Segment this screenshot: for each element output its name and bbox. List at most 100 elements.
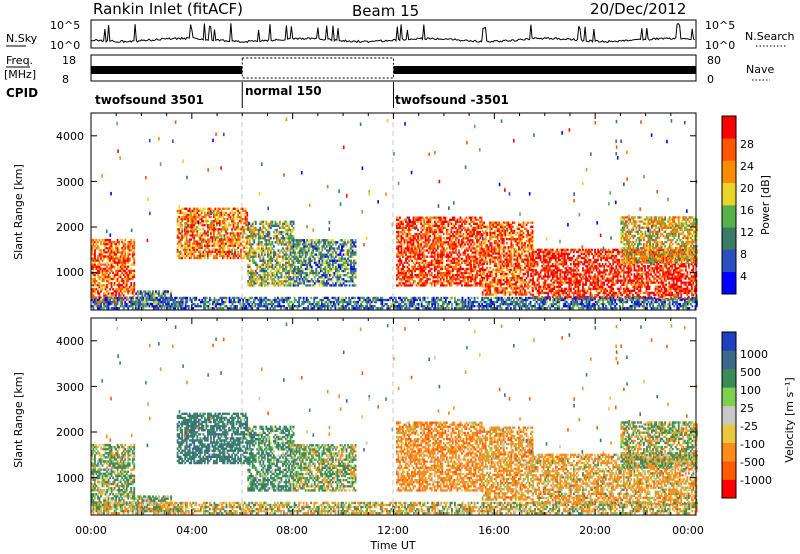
echo-cell xyxy=(265,273,268,277)
echo-cell xyxy=(525,246,528,249)
echo-cell xyxy=(439,216,442,219)
echo-cell xyxy=(433,253,436,256)
echo-cell xyxy=(190,228,193,231)
echo-cell xyxy=(474,265,477,269)
echo-cell xyxy=(441,263,444,267)
echo-cell xyxy=(495,244,498,247)
echo-cell xyxy=(399,278,401,281)
echo-cell xyxy=(535,250,537,254)
echo-cell xyxy=(471,269,474,273)
echo-cell xyxy=(406,216,409,219)
echo-cell xyxy=(119,259,122,262)
echo-cell xyxy=(507,283,510,286)
echo-cell xyxy=(530,268,532,272)
echo-cell xyxy=(473,241,475,244)
echo-cell xyxy=(547,287,550,291)
echo-cell xyxy=(286,253,289,256)
echo-cell xyxy=(423,284,426,287)
echo-cell xyxy=(223,242,226,245)
echo-cell xyxy=(483,242,486,245)
echo-cell xyxy=(486,274,489,278)
echo-cell xyxy=(442,216,445,219)
echo-cell xyxy=(515,233,517,237)
echo-cell xyxy=(538,277,541,280)
echo-cell xyxy=(95,242,98,246)
echo-cell xyxy=(532,260,534,264)
echo-cell xyxy=(336,263,339,267)
echo-cell xyxy=(420,220,423,223)
echo-cell xyxy=(447,245,450,248)
echo-cell xyxy=(530,231,532,235)
echo-cell xyxy=(274,222,277,226)
echo-cell xyxy=(199,250,202,254)
echo-cell xyxy=(418,255,421,258)
echo-cell xyxy=(127,288,130,291)
echo-cell xyxy=(127,298,130,301)
echo-cell xyxy=(269,251,272,254)
echo-cell xyxy=(528,252,531,255)
echo-cell xyxy=(521,246,523,249)
echo-cell xyxy=(263,259,266,262)
echo-cell xyxy=(441,241,444,244)
echo-cell xyxy=(262,265,265,269)
echo-cell xyxy=(486,252,489,255)
echo-cell xyxy=(499,274,502,278)
echo-cell xyxy=(130,275,133,279)
echo-cell xyxy=(214,254,217,258)
echo-cell xyxy=(220,234,223,237)
echo-cell xyxy=(351,239,354,242)
echo-cell xyxy=(280,276,283,279)
echo-cell xyxy=(248,253,251,256)
echo-cell xyxy=(467,243,469,246)
echo-cell xyxy=(309,239,312,242)
echo-cell xyxy=(254,234,257,238)
echo-cell xyxy=(403,261,406,265)
echo-cell xyxy=(411,278,413,281)
echo-cell xyxy=(196,230,199,233)
echo-cell xyxy=(322,271,325,275)
echo-cell xyxy=(470,280,472,283)
echo-cell xyxy=(439,280,442,283)
echo-cell xyxy=(455,234,457,238)
echo-cell xyxy=(426,249,429,252)
echo-cell xyxy=(468,276,471,279)
echo-cell xyxy=(524,246,526,249)
echo-cell xyxy=(191,232,194,235)
echo-cell xyxy=(331,284,334,287)
echo-cell xyxy=(243,228,246,231)
echo-cell xyxy=(483,272,486,276)
echo-cell xyxy=(246,224,249,227)
echo-cell xyxy=(279,276,281,279)
echo-cell xyxy=(462,237,465,240)
echo-cell xyxy=(536,291,539,295)
echo-cell xyxy=(477,265,480,269)
echo-cell xyxy=(248,263,251,267)
echo-cell xyxy=(185,238,188,241)
echo-cell xyxy=(521,264,523,267)
echo-cell xyxy=(124,265,127,268)
echo-cell xyxy=(286,241,289,244)
echo-cell xyxy=(159,300,162,303)
echo-cell xyxy=(253,220,256,223)
echo-cell xyxy=(228,254,230,258)
echo-cell xyxy=(442,276,445,279)
echo-cell xyxy=(406,232,409,236)
echo-cell xyxy=(283,230,286,234)
echo-cell xyxy=(310,241,313,244)
echo-cell xyxy=(277,284,280,287)
echo-cell xyxy=(285,269,287,273)
echo-cell xyxy=(112,271,114,275)
echo-cell xyxy=(486,260,489,263)
echo-cell xyxy=(353,241,355,244)
echo-cell xyxy=(441,224,444,228)
echo-cell xyxy=(133,273,136,277)
echo-cell xyxy=(470,263,472,267)
echo-cell xyxy=(298,243,301,246)
echo-cell xyxy=(213,215,215,219)
echo-cell xyxy=(411,267,413,271)
echo-cell xyxy=(155,290,157,293)
echo-cell xyxy=(122,251,125,254)
echo-cell xyxy=(115,294,118,297)
echo-cell xyxy=(438,216,441,219)
echo-cell xyxy=(532,256,534,260)
